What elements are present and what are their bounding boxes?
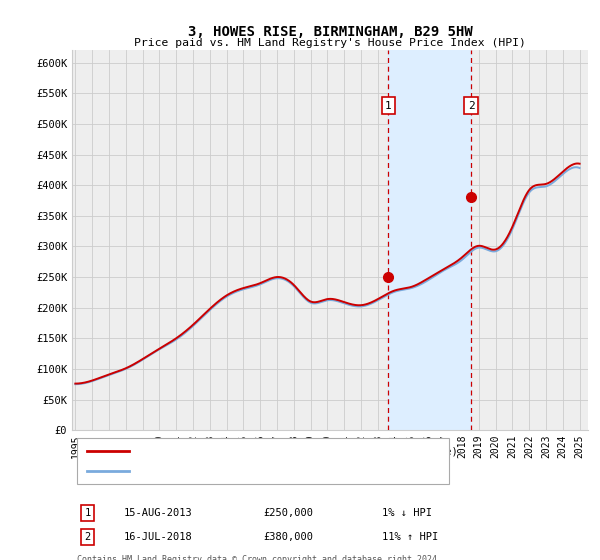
Text: 2: 2 xyxy=(85,532,91,542)
Text: 1% ↓ HPI: 1% ↓ HPI xyxy=(382,508,431,518)
FancyBboxPatch shape xyxy=(77,438,449,483)
Text: 11% ↑ HPI: 11% ↑ HPI xyxy=(382,532,438,542)
Text: 2: 2 xyxy=(467,101,475,110)
Text: Contains HM Land Registry data © Crown copyright and database right 2024.
This d: Contains HM Land Registry data © Crown c… xyxy=(77,555,442,560)
Text: £250,000: £250,000 xyxy=(263,508,313,518)
Text: 3, HOWES RISE, BIRMINGHAM, B29 5HW (detached house): 3, HOWES RISE, BIRMINGHAM, B29 5HW (deta… xyxy=(139,446,458,456)
Text: Price paid vs. HM Land Registry's House Price Index (HPI): Price paid vs. HM Land Registry's House … xyxy=(134,38,526,48)
Text: 1: 1 xyxy=(85,508,91,518)
Text: 1: 1 xyxy=(385,101,392,110)
Text: 3, HOWES RISE, BIRMINGHAM, B29 5HW: 3, HOWES RISE, BIRMINGHAM, B29 5HW xyxy=(188,25,472,39)
Text: 15-AUG-2013: 15-AUG-2013 xyxy=(124,508,193,518)
Text: 16-JUL-2018: 16-JUL-2018 xyxy=(124,532,193,542)
Bar xyxy=(388,50,471,430)
Text: £380,000: £380,000 xyxy=(263,532,313,542)
Text: HPI: Average price, detached house, Birmingham: HPI: Average price, detached house, Birm… xyxy=(139,466,427,476)
